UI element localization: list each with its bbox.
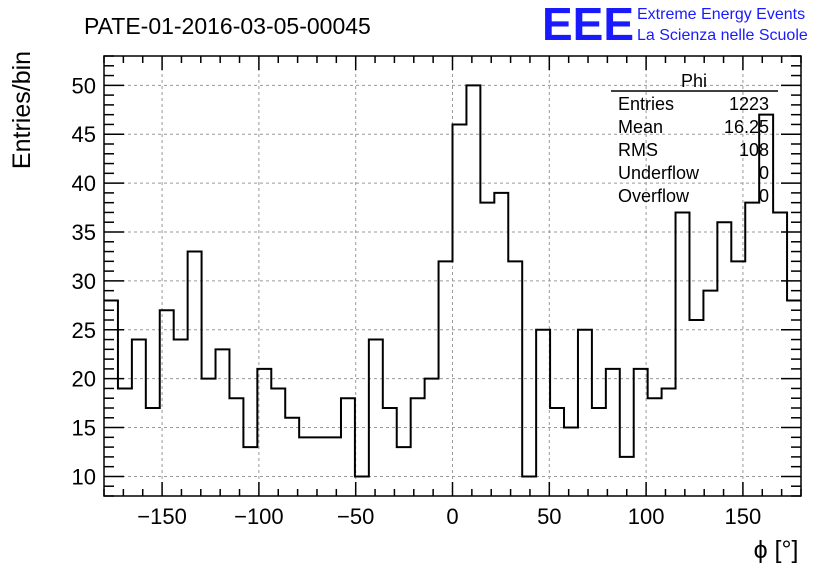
x-tick-label: 50 xyxy=(537,504,561,529)
stats-title: Phi xyxy=(681,71,707,91)
stats-row-label: Overflow xyxy=(618,186,690,206)
stats-row-value: 1223 xyxy=(729,94,769,114)
y-tick-label: 45 xyxy=(72,122,96,147)
x-tick-label: 0 xyxy=(446,504,458,529)
stats-row-label: RMS xyxy=(618,140,658,160)
x-tick-label: 100 xyxy=(628,504,665,529)
logo-mark: EEE xyxy=(542,0,634,50)
eee-logo: EEE Extreme Energy Events La Scienza nel… xyxy=(542,0,808,50)
chart-title: PATE-01-2016-03-05-00045 xyxy=(84,13,371,39)
stats-row-label: Entries xyxy=(618,94,674,114)
x-axis-label: ϕ [°] xyxy=(754,536,799,564)
x-tick-label: 150 xyxy=(725,504,762,529)
histogram-outline xyxy=(104,84,801,478)
stats-row-label: Underflow xyxy=(618,163,700,183)
stats-row-value: 16.25 xyxy=(724,117,769,137)
stats-row-value: 108 xyxy=(739,140,769,160)
y-tick-label: 15 xyxy=(72,416,96,441)
y-tick-label: 30 xyxy=(72,269,96,294)
y-axis-label: Entries/bin xyxy=(8,51,36,169)
logo-line-2: La Scienza nelle Scuole xyxy=(637,27,808,44)
y-tick-label: 25 xyxy=(72,318,96,343)
x-tick-label: −100 xyxy=(234,504,284,529)
stats-box: Phi Entries 1223 Mean 16.25 RMS 108 Underflow 0… xyxy=(611,71,778,206)
stats-row-label: Mean xyxy=(618,117,663,137)
stats-row-value: 0 xyxy=(759,163,769,183)
axis-ticks xyxy=(103,55,802,497)
y-tick-label: 40 xyxy=(72,171,96,196)
y-tick-label: 50 xyxy=(72,73,96,98)
y-tick-label: 20 xyxy=(72,367,96,392)
y-tick-label: 35 xyxy=(72,220,96,245)
logo-line-1: Extreme Energy Events xyxy=(637,6,805,23)
plot-frame xyxy=(103,55,802,497)
stats-row-value: 0 xyxy=(759,186,769,206)
x-tick-label: −150 xyxy=(137,504,187,529)
y-tick-label: 10 xyxy=(72,464,96,489)
x-tick-label: −50 xyxy=(337,504,374,529)
